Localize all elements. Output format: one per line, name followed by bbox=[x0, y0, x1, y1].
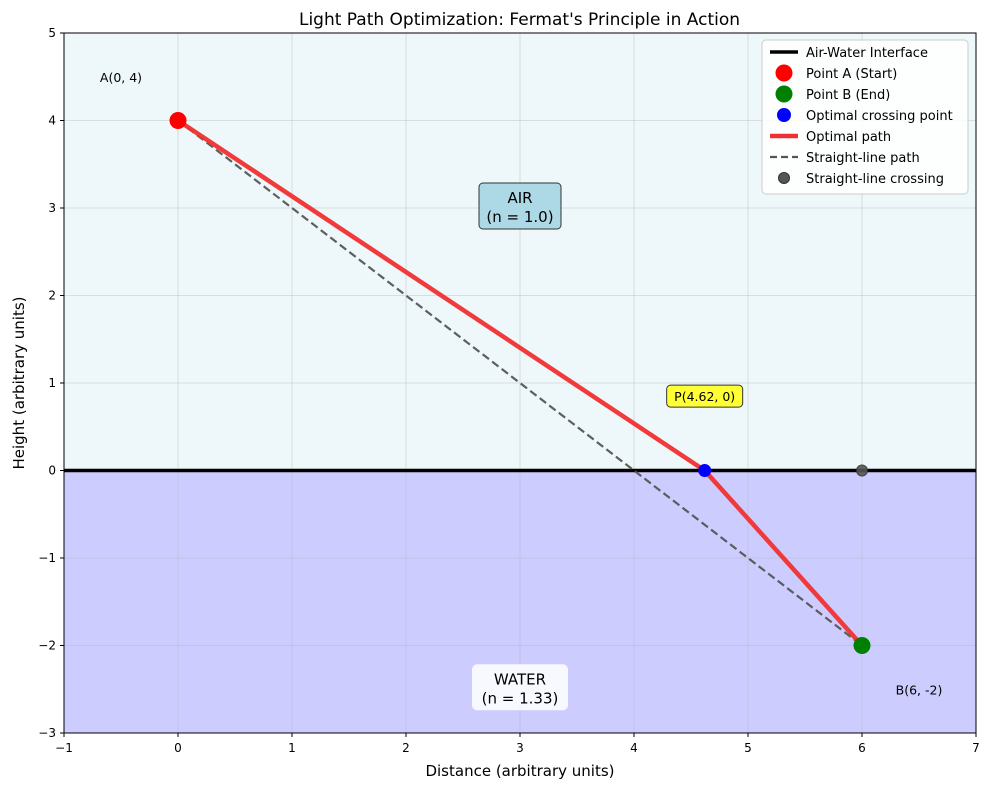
x-tick-label: 5 bbox=[744, 741, 752, 755]
legend-label: Point B (End) bbox=[806, 88, 890, 103]
legend-item: Optimal path bbox=[770, 130, 891, 145]
legend-swatch bbox=[777, 108, 791, 122]
legend-label: Straight-line crossing bbox=[806, 172, 944, 187]
y-axis-ticks: −3 −2 −1 0 1 2 3 4 5 bbox=[38, 26, 64, 740]
water-label-box bbox=[472, 664, 568, 711]
y-tick-label: 0 bbox=[48, 464, 56, 478]
x-axis-ticks: −1 0 1 2 3 4 5 6 7 bbox=[55, 733, 980, 755]
x-axis-label: Distance (arbitrary units) bbox=[425, 762, 614, 780]
y-tick-label: 4 bbox=[48, 114, 56, 128]
x-tick-label: 2 bbox=[402, 741, 410, 755]
legend-swatch bbox=[778, 172, 790, 184]
y-tick-label: 1 bbox=[48, 376, 56, 390]
air-label-box bbox=[478, 182, 562, 230]
legend-item: Straight-line crossing bbox=[778, 172, 944, 187]
legend-item: Point A (Start) bbox=[775, 64, 897, 82]
y-tick-label: −3 bbox=[38, 726, 56, 740]
annotation-p: P(4.62, 0) bbox=[674, 389, 735, 404]
chart-title: Light Path Optimization: Fermat's Princi… bbox=[299, 10, 740, 30]
legend-item: Straight-line path bbox=[770, 151, 920, 166]
point-b-marker bbox=[853, 637, 871, 654]
x-tick-label: 1 bbox=[288, 741, 296, 755]
point-a-marker bbox=[169, 112, 187, 129]
optimal-crossing-marker bbox=[698, 464, 712, 477]
annotation-b: B(6, -2) bbox=[896, 682, 943, 697]
legend-swatch bbox=[775, 85, 793, 103]
legend-label: Optimal crossing point bbox=[806, 109, 953, 124]
y-tick-label: 3 bbox=[48, 201, 56, 215]
x-tick-label: 7 bbox=[972, 741, 980, 755]
y-tick-label: −1 bbox=[38, 551, 56, 565]
legend: Air-Water Interface Point A (Start) Point … bbox=[761, 39, 969, 195]
legend-label: Optimal path bbox=[806, 130, 891, 145]
legend-item: Air-Water Interface bbox=[770, 46, 928, 61]
x-tick-label: 3 bbox=[516, 741, 524, 755]
legend-label: Straight-line path bbox=[806, 151, 920, 166]
x-tick-label: 4 bbox=[630, 741, 638, 755]
water-label-index: (n = 1.33) bbox=[482, 689, 559, 707]
air-label-name: AIR bbox=[507, 189, 532, 207]
legend-item: Point B (End) bbox=[775, 85, 890, 103]
air-label-index: (n = 1.0) bbox=[486, 208, 553, 226]
legend-label: Point A (Start) bbox=[806, 67, 897, 82]
legend-box bbox=[761, 39, 969, 195]
annotation-a: A(0, 4) bbox=[100, 70, 142, 85]
region-labels: AIR (n = 1.0) WATER (n = 1.33) bbox=[472, 182, 568, 711]
legend-item: Optimal crossing point bbox=[777, 108, 953, 124]
water-label-name: WATER bbox=[494, 670, 546, 688]
y-tick-label: 5 bbox=[48, 26, 56, 40]
x-tick-label: 6 bbox=[858, 741, 866, 755]
x-tick-label: −1 bbox=[55, 741, 73, 755]
annotation-p-box bbox=[666, 384, 744, 408]
y-tick-label: −2 bbox=[38, 639, 56, 653]
straight-line-crossing-point bbox=[856, 464, 868, 477]
x-tick-label: 0 bbox=[174, 741, 182, 755]
y-axis-label: Height (arbitrary units) bbox=[10, 296, 28, 469]
legend-swatch bbox=[775, 64, 793, 82]
legend-label: Air-Water Interface bbox=[806, 46, 928, 61]
y-tick-label: 2 bbox=[48, 289, 56, 303]
